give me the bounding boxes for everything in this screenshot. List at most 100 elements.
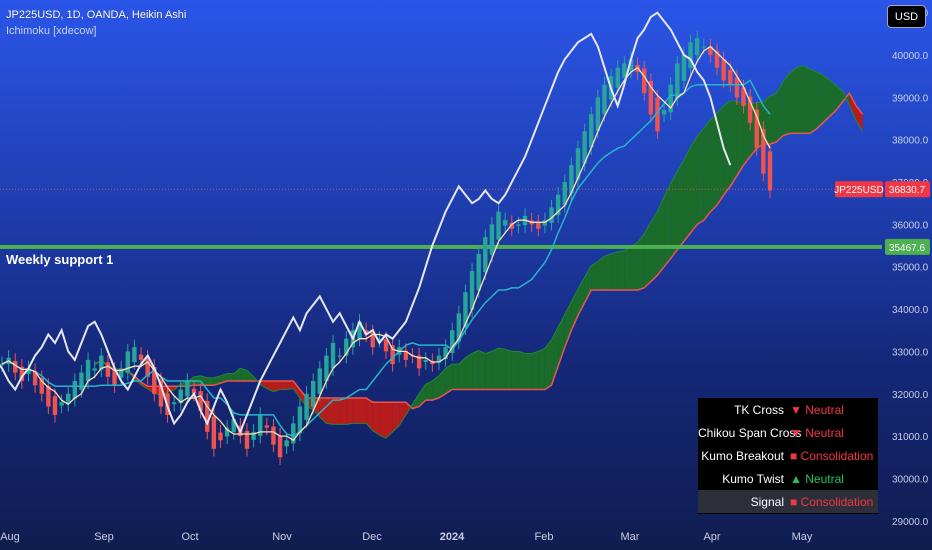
- cloud-segment: [233, 368, 241, 382]
- x-tick-label: Aug: [0, 531, 20, 543]
- candle-body: [79, 372, 84, 390]
- candle-body: [728, 69, 733, 85]
- y-tick-label: 33000.0: [892, 347, 929, 358]
- cloud-segment: [690, 136, 698, 233]
- symbol-tag: [835, 181, 883, 198]
- cloud-segment: [273, 381, 281, 392]
- y-tick-label: 34000.0: [892, 305, 929, 316]
- cloud-segment: [505, 349, 512, 390]
- candle-body: [277, 435, 283, 458]
- y-tick-label: 32000.0: [892, 390, 929, 401]
- candle-body: [211, 416, 217, 449]
- candle-body: [26, 368, 31, 374]
- candle-body: [496, 211, 501, 240]
- candle-body: [370, 332, 375, 348]
- cloud-segment: [412, 393, 420, 409]
- candle-body: [469, 270, 475, 310]
- row-label: Kumo Breakout: [701, 448, 784, 463]
- signal-table: TK Cross ▼ Neutral Chikou Span Cross ▼ N…: [698, 398, 878, 514]
- candle-body: [721, 59, 726, 81]
- y-tick-label: 29000.0: [892, 517, 929, 528]
- cloud-segment: [293, 381, 300, 398]
- cloud-segment: [511, 351, 519, 390]
- x-tick-label: Oct: [181, 531, 198, 543]
- cloud-segment: [789, 67, 797, 134]
- candle-body: [258, 414, 263, 436]
- cloud-segment: [558, 314, 565, 367]
- candle-body: [59, 402, 64, 406]
- support-price-text: 35467.6: [889, 243, 926, 254]
- candle-body: [72, 381, 78, 399]
- indicator-label[interactable]: Ichimoku [xdecow]: [6, 25, 97, 37]
- candle-body: [582, 131, 587, 164]
- cloud-segment: [213, 375, 221, 386]
- cloud-segment: [670, 171, 678, 259]
- candle-body: [536, 222, 541, 229]
- row-value: Consolidation: [800, 448, 874, 463]
- candle-body: [661, 110, 667, 115]
- x-tick-label: Dec: [362, 531, 382, 543]
- cloud-segment: [445, 364, 453, 394]
- last-price-tag: [885, 181, 930, 198]
- cloud-segment: [730, 100, 737, 187]
- cloud-segment: [783, 73, 790, 136]
- cloud-segment: [399, 402, 406, 426]
- candle-body: [436, 355, 442, 363]
- cloud-segment: [796, 65, 804, 134]
- symbol-title: JP225USD, 1D, OANDA, Heikin Ashi: [6, 9, 187, 21]
- candle-body: [589, 114, 594, 148]
- candle-body: [377, 338, 382, 340]
- candle-body: [403, 350, 409, 360]
- candle-body: [516, 224, 521, 226]
- cloud-segment: [286, 381, 294, 390]
- cloud-segment: [491, 348, 499, 390]
- down-triangle-icon: ▼: [790, 402, 802, 417]
- row-value: Neutral: [805, 425, 844, 440]
- candle-body: [152, 367, 157, 394]
- down-triangle-icon: ▼: [790, 425, 802, 440]
- cloud-segment: [723, 100, 731, 195]
- cloud-segment: [617, 250, 625, 291]
- cloud-segment: [280, 381, 287, 390]
- table-row-chikou-span-cross: Chikou Span Cross ▼ Neutral: [698, 421, 878, 444]
- cloud-segment: [485, 351, 492, 390]
- candle-body: [291, 423, 296, 444]
- cloud-segment: [333, 397, 340, 425]
- cloud-segment: [717, 105, 724, 206]
- cloud-segment: [240, 368, 247, 382]
- senkou-span-b: [94, 91, 864, 410]
- cloud-segment: [849, 93, 857, 121]
- row-label: Kumo Twist: [722, 471, 784, 486]
- candle-body: [767, 151, 773, 191]
- candle-body: [224, 427, 230, 437]
- cloud-segment: [432, 375, 439, 401]
- candle-body: [158, 380, 164, 407]
- candle-body: [66, 393, 71, 404]
- currency-button[interactable]: USD: [887, 5, 926, 28]
- cloud-segment: [339, 397, 347, 425]
- candle-body: [509, 222, 514, 229]
- cloud-segment: [372, 402, 380, 436]
- cloud-segment: [260, 381, 267, 389]
- candle-body: [549, 207, 554, 223]
- square-icon: ■: [790, 494, 798, 509]
- cloud-segment: [604, 254, 612, 291]
- time-axis: Aug Sep Oct Nov Dec 2024 Feb Mar Apr May: [0, 531, 813, 543]
- candle-body: [443, 347, 448, 360]
- cloud-segment: [346, 397, 353, 425]
- candle-body: [132, 347, 137, 363]
- cloud-segment: [809, 68, 817, 134]
- cloud-segment: [630, 242, 638, 291]
- candle-body: [602, 84, 607, 115]
- candle-body: [46, 385, 51, 407]
- candle-body: [595, 97, 601, 131]
- cloud-segment: [392, 402, 400, 432]
- cloud-segment: [657, 196, 665, 276]
- candle-body: [85, 359, 91, 382]
- y-tick-label: 39000.0: [892, 93, 929, 104]
- cloud-segment: [822, 75, 830, 123]
- x-tick-label: 2024: [440, 531, 465, 543]
- support-price-tag: [885, 238, 930, 255]
- support-band: [0, 244, 882, 249]
